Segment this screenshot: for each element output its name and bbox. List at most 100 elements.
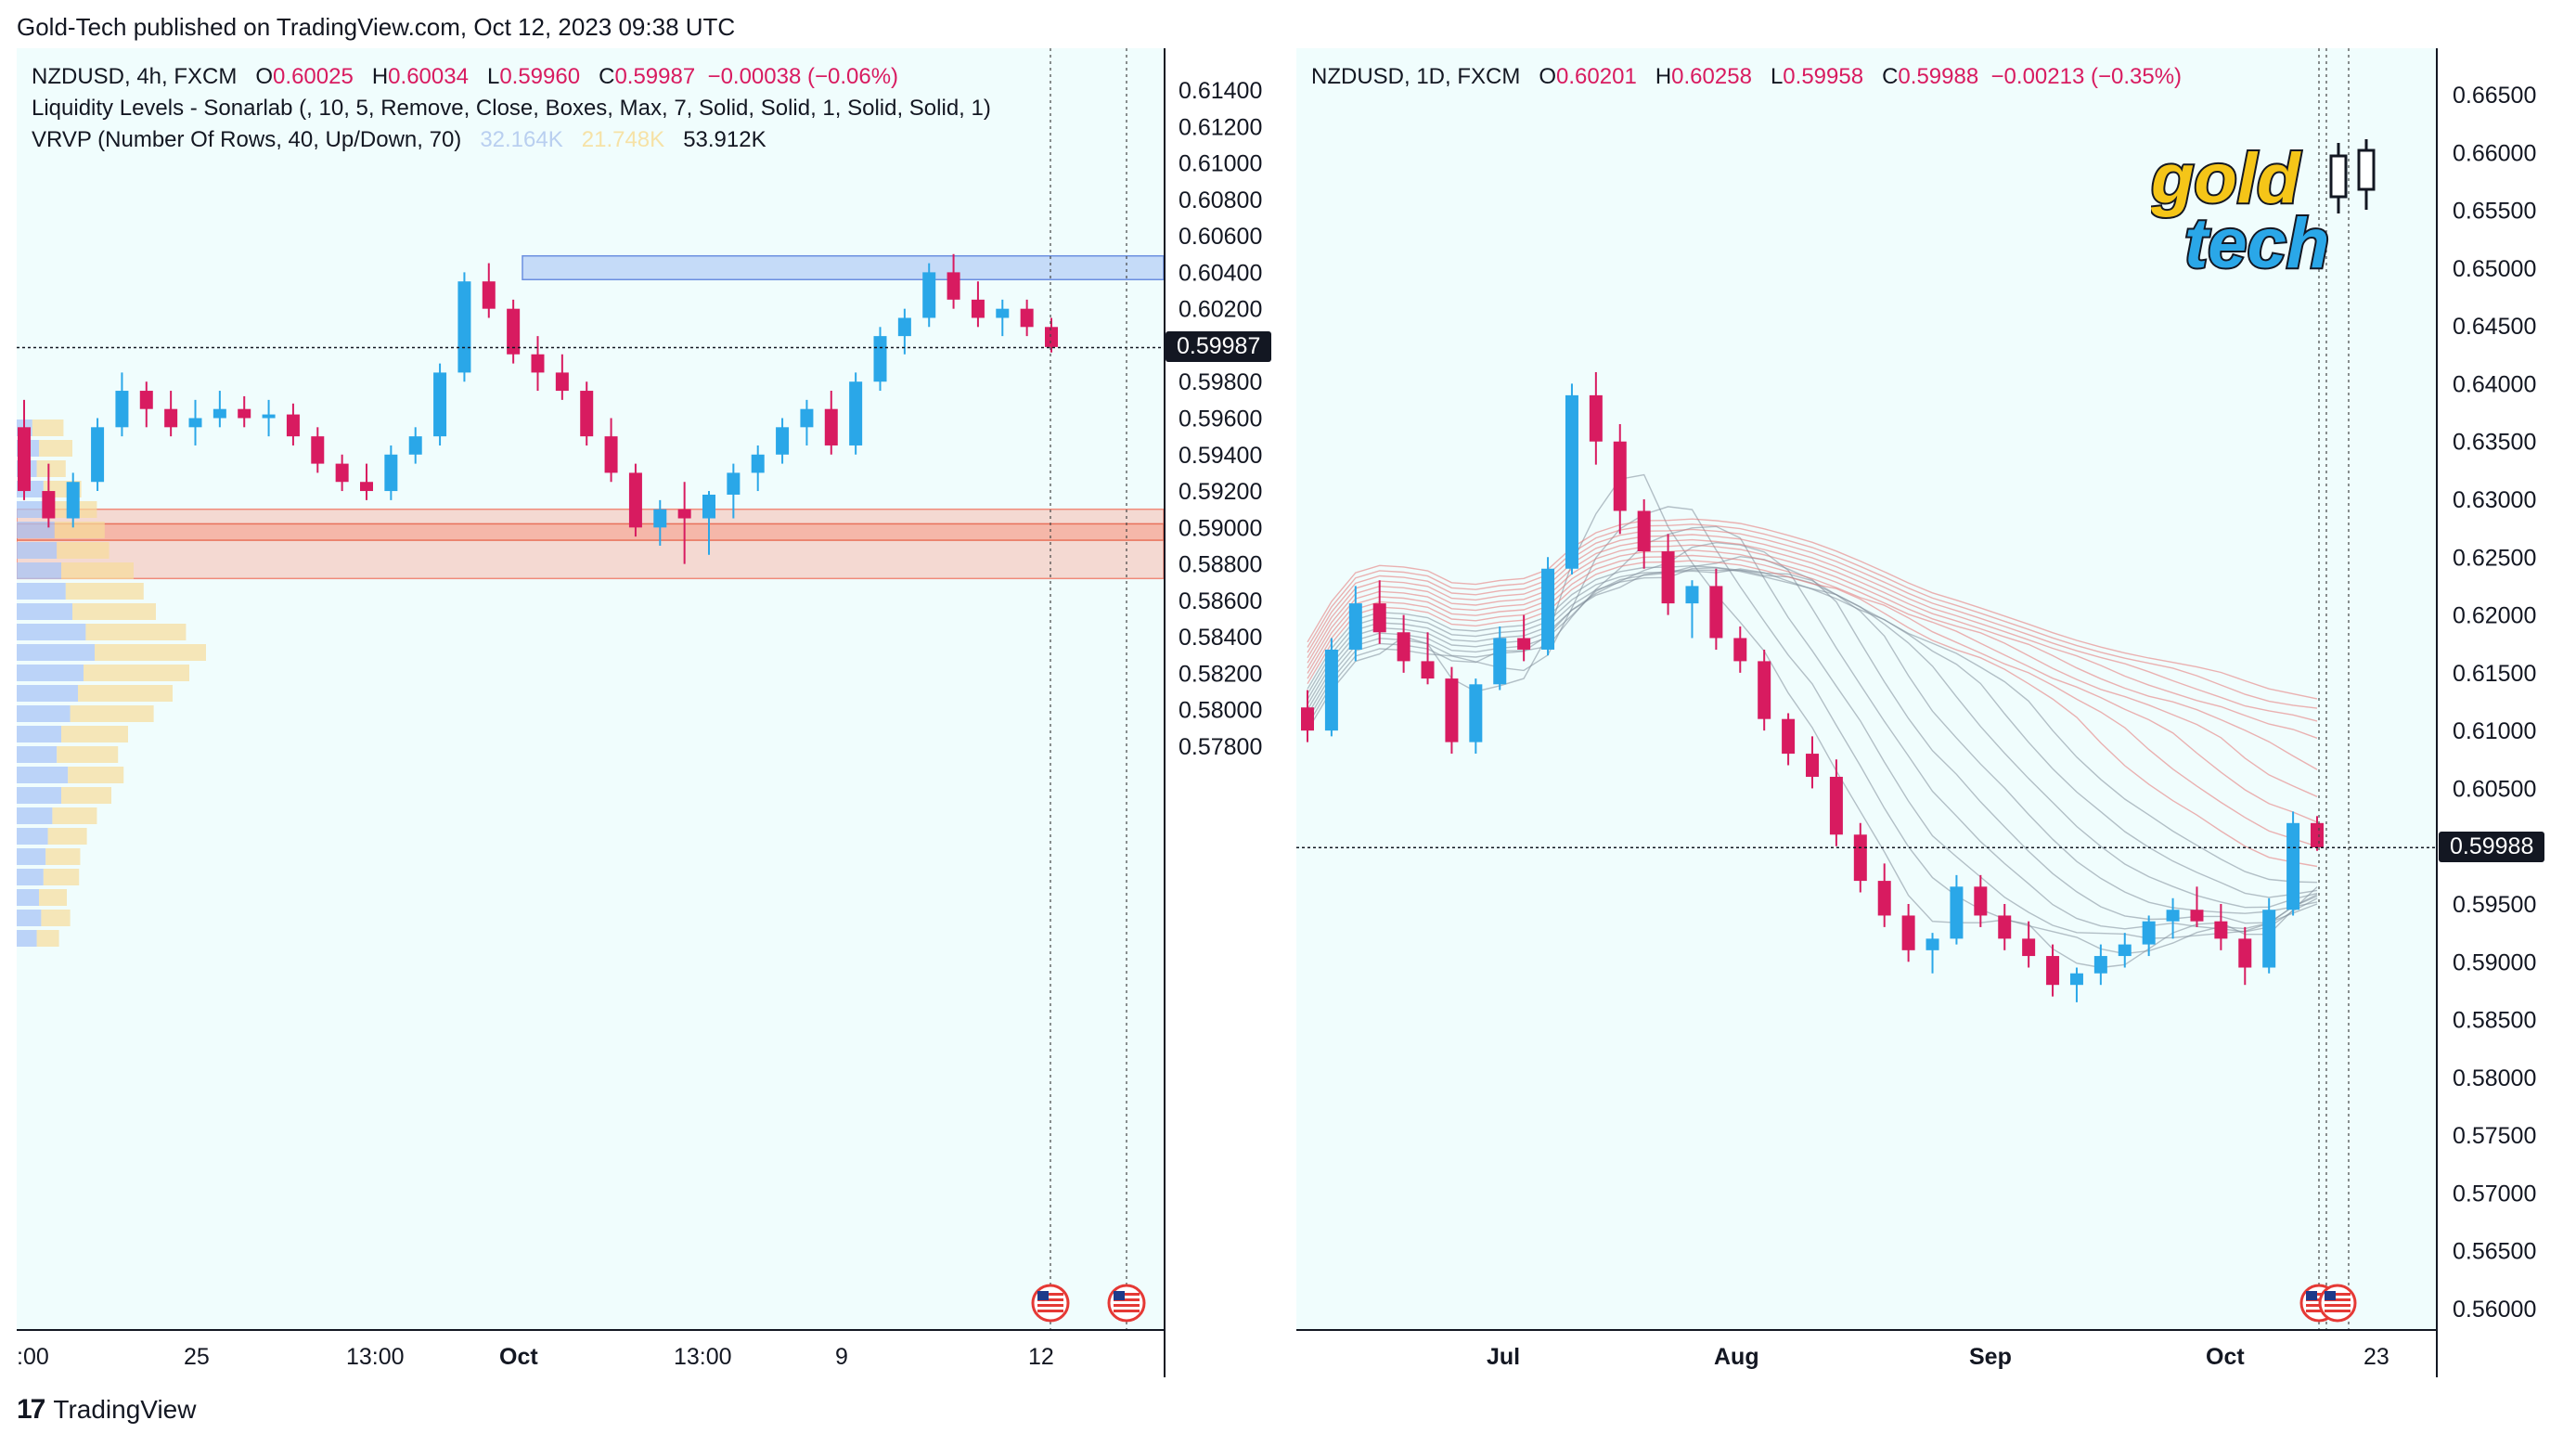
candle-body — [1541, 568, 1555, 650]
volume-profile-down-bar — [70, 705, 154, 722]
time-tick-label: :00 — [17, 1344, 49, 1370]
chart-canvas-1d[interactable] — [1296, 48, 2436, 1329]
candle — [653, 499, 667, 546]
footer-brand[interactable]: 17 TradingView — [17, 1394, 196, 1426]
low-label: L — [486, 64, 500, 89]
candle — [1829, 759, 1843, 846]
price-axis-1d[interactable]: 0.66500 0.66000 0.65500 0.65000 0.64500 0.640… — [2436, 48, 2562, 1377]
chart-pane-1d[interactable]: NZDUSD, 1D, FXCM O0.60201 H0.60258 L0.59… — [1296, 48, 2436, 1329]
price-tick-label: 0.58000 — [2453, 1065, 2536, 1091]
volume-profile-up-bar — [17, 910, 42, 926]
volume-profile-up-bar — [17, 828, 48, 845]
indicator-vrvp[interactable]: VRVP (Number Of Rows, 40, Up/Down, 70) 3… — [32, 124, 991, 156]
candle-body — [311, 436, 325, 464]
candle-body — [262, 414, 276, 419]
ma-ribbon-line — [1307, 538, 2318, 770]
candle — [188, 399, 202, 445]
candle — [1517, 614, 1531, 662]
candle — [2046, 944, 2060, 997]
volume-profile-down-bar — [52, 807, 97, 824]
volume-profile-down-bar — [85, 624, 187, 640]
volume-profile-down-bar — [68, 767, 124, 783]
change-value: −0.00038 (−0.06%) — [707, 64, 899, 89]
close-label: C — [1882, 64, 1899, 89]
legend-4h: NZDUSD, 4h, FXCM O0.60025 H0.60034 L0.59… — [32, 61, 991, 156]
candle — [1901, 904, 1915, 962]
price-tick-label: 0.60500 — [2453, 776, 2536, 802]
candle-body — [1324, 649, 1338, 731]
candle — [433, 363, 447, 445]
volume-profile-up-bar — [17, 889, 39, 906]
time-axis-4h[interactable]: :00 25 13:00 Oct 13:00 9 12 — [17, 1329, 1164, 1379]
legend-1d: NZDUSD, 1D, FXCM O0.60201 H0.60258 L0.59… — [1311, 61, 2182, 93]
candle — [1541, 557, 1555, 656]
symbol-label[interactable]: NZDUSD, 4h, FXCM — [32, 64, 238, 89]
time-tick-label: 13:00 — [674, 1344, 732, 1370]
price-tick-label: 0.62000 — [2453, 603, 2536, 629]
ma-ribbon-line — [1307, 473, 2318, 969]
candle-body — [1782, 718, 1796, 755]
ma-ribbon-line — [1307, 544, 2318, 797]
candle — [897, 308, 911, 355]
time-axis-1d[interactable]: Jul Aug Sep Oct 23 — [1296, 1329, 2436, 1379]
chart-pane-4h[interactable]: NZDUSD, 4h, FXCM O0.60025 H0.60034 L0.59… — [17, 48, 1164, 1329]
candle-body — [2286, 822, 2300, 910]
candle-body — [971, 299, 985, 318]
candle-body — [2311, 822, 2324, 847]
time-tick-label: 25 — [184, 1344, 210, 1370]
high-label: H — [371, 64, 389, 89]
candle-body — [1421, 661, 1435, 679]
price-tick-label: 0.58800 — [1179, 552, 1262, 578]
candle-body — [1565, 394, 1578, 569]
time-tick-label: Oct — [2206, 1344, 2245, 1370]
symbol-label[interactable]: NZDUSD, 1D, FXCM — [1311, 64, 1521, 89]
candle — [531, 336, 545, 392]
candle-body — [1926, 938, 1939, 950]
candle — [1421, 632, 1435, 685]
candle-body — [2022, 938, 2036, 957]
volume-profile-down-bar — [32, 420, 64, 436]
chart-canvas-4h[interactable] — [17, 48, 1164, 1329]
candle — [384, 445, 398, 500]
price-tick-label: 0.61500 — [2453, 661, 2536, 687]
candle-body — [1877, 881, 1891, 916]
candle-body — [1045, 327, 1058, 347]
candle — [1589, 371, 1603, 465]
price-tick-label: 0.61400 — [1179, 78, 1262, 104]
time-tick-label: Jul — [1487, 1344, 1520, 1370]
candle — [2166, 897, 2180, 939]
candle-body — [628, 472, 642, 528]
candle — [1372, 580, 1386, 644]
indicator-liquidity-levels[interactable]: Liquidity Levels - Sonarlab (, 10, 5, Re… — [32, 96, 991, 121]
candle-body — [1733, 638, 1747, 662]
volume-profile-down-bar — [39, 440, 72, 457]
close-value: 0.59988 — [1898, 64, 1979, 89]
logo-word-gold: gold — [2151, 139, 2301, 218]
candle-body — [2069, 973, 2083, 986]
candle-body — [727, 472, 741, 495]
volume-profile-up-bar — [17, 644, 95, 661]
gold-tech-logo: gold tech — [2151, 139, 2376, 278]
candle — [947, 253, 960, 309]
candle-body — [653, 509, 667, 528]
vrvp-total-volume: 53.912K — [683, 127, 766, 152]
candle — [18, 399, 31, 500]
candle — [1045, 317, 1058, 353]
candle — [580, 381, 594, 445]
candle — [262, 399, 276, 437]
volume-profile-down-bar — [45, 848, 81, 865]
price-tick-label: 0.65000 — [2453, 256, 2536, 282]
price-tick-label: 0.59000 — [1179, 515, 1262, 541]
price-tick-label: 0.60600 — [1179, 224, 1262, 250]
candle-body — [800, 408, 814, 428]
price-axis-4h[interactable]: 0.61400 0.61200 0.61000 0.60800 0.60600 0.604… — [1164, 48, 1282, 1377]
high-label: H — [1655, 64, 1672, 89]
candle-body — [1397, 632, 1410, 662]
logo-candle-icon — [2329, 139, 2376, 213]
price-tick-label: 0.60400 — [1179, 260, 1262, 286]
candle — [2214, 904, 2228, 950]
candle-body — [1998, 915, 2012, 939]
price-tick-label: 0.56500 — [2453, 1239, 2536, 1265]
candle-body — [824, 408, 838, 445]
candle-body — [238, 408, 251, 419]
